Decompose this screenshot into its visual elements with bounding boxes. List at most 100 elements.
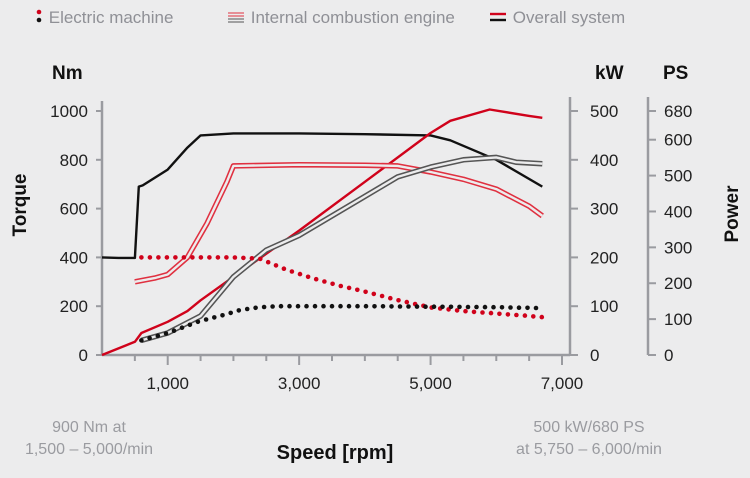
- note-line: 500 kW/680 PS: [533, 419, 645, 436]
- torque-tick-label: 1000: [50, 102, 88, 121]
- series-dot: [372, 304, 377, 309]
- series-dot: [265, 259, 271, 265]
- series-dot: [212, 315, 217, 320]
- series-dot: [312, 303, 318, 309]
- kw-tick-label: 500: [590, 102, 618, 121]
- series-dot: [533, 305, 539, 311]
- ps-tick-label: 500: [664, 167, 692, 186]
- series-dot: [147, 335, 152, 341]
- series-dot: [232, 255, 238, 260]
- series-dot: [471, 309, 477, 315]
- series-dot: [396, 298, 401, 303]
- series-dot: [261, 304, 267, 310]
- series-dot: [363, 289, 368, 295]
- series-dot: [304, 303, 309, 309]
- series-dot: [388, 295, 393, 301]
- series-dot: [531, 314, 536, 319]
- series-dot: [305, 274, 311, 280]
- series-dot: [203, 317, 209, 322]
- series-dot: [346, 285, 352, 291]
- series-dot: [454, 308, 460, 313]
- series-line-0: [101, 132, 543, 260]
- legend-label: Electric machine: [48, 8, 174, 27]
- series-dot: [406, 304, 411, 309]
- ps-tick-label: 600: [664, 131, 692, 150]
- series-dot: [499, 305, 505, 310]
- series-dot: [273, 263, 279, 268]
- note-line: 1,500 – 5,000/min: [24, 441, 154, 458]
- ps-tick-label: 200: [664, 274, 692, 293]
- series-dot: [179, 325, 185, 331]
- legend-double-line-icon: [228, 8, 246, 29]
- series-dot: [440, 304, 445, 310]
- series-dot: [355, 303, 360, 309]
- series-dot: [516, 305, 522, 311]
- torque-peak-note: 900 Nm at 1,500 – 5,000/min: [0, 417, 178, 461]
- series-dot: [207, 255, 212, 260]
- torque-tick-label: 600: [60, 200, 88, 219]
- x-tick-label: 3,000: [278, 374, 321, 393]
- series-dot: [215, 255, 221, 260]
- series-dot: [505, 312, 511, 317]
- series-dot: [139, 255, 144, 260]
- series-dot: [195, 319, 201, 325]
- series-dot: [270, 304, 275, 309]
- x-tick-label: 1,000: [146, 374, 189, 393]
- kw-tick-label: 0: [590, 346, 599, 365]
- series-dot: [278, 303, 284, 309]
- series-dot: [249, 255, 255, 261]
- series-dot: [258, 256, 263, 262]
- ps-tick-label: 400: [664, 202, 692, 221]
- series-dot: [139, 338, 144, 343]
- series-dot: [241, 255, 246, 261]
- series-dot: [539, 314, 545, 320]
- series-dot: [287, 303, 292, 309]
- series-dot: [236, 308, 242, 313]
- series-outer-2: [134, 161, 544, 285]
- series-inner-2: [134, 163, 544, 283]
- legend-label: Internal combustion engine: [250, 8, 455, 27]
- series-dot: [220, 313, 225, 318]
- series-dot: [482, 304, 488, 310]
- kw-unit-label: kW: [595, 63, 624, 84]
- series-dot: [431, 304, 437, 310]
- legend-dots-icon: [36, 8, 44, 29]
- note-line: 900 Nm at: [52, 419, 126, 436]
- series-dot: [514, 312, 519, 318]
- series-dot: [187, 322, 193, 328]
- series-dot: [164, 255, 170, 260]
- ps-unit-label: PS: [663, 63, 688, 84]
- x-axis-title: Speed [rpm]: [277, 442, 394, 464]
- kw-tick-label: 300: [590, 200, 618, 219]
- series-inner-3: [141, 156, 543, 342]
- ps-tick-label: 680: [664, 102, 692, 121]
- series-dot: [338, 303, 343, 309]
- kw-tick-label: 400: [590, 151, 618, 170]
- ps-tick-label: 300: [664, 238, 692, 257]
- ps-tick-label: 0: [664, 346, 673, 365]
- series-dot: [198, 255, 204, 260]
- series-dot: [423, 304, 428, 310]
- torque-tick-label: 400: [60, 248, 88, 267]
- legend-combustion: Internal combustion engine: [228, 8, 455, 29]
- series-dot: [465, 304, 471, 310]
- ps-tick-label: 100: [664, 310, 692, 329]
- series-dot: [289, 269, 295, 274]
- series-dot: [463, 308, 468, 314]
- series-dot: [295, 303, 301, 309]
- series-dot: [491, 304, 496, 310]
- series-dot: [313, 276, 319, 282]
- series-dot: [281, 266, 287, 272]
- series-dot: [244, 306, 250, 312]
- series-dot: [228, 310, 233, 316]
- x-tick-label: 7,000: [541, 374, 584, 393]
- series-dot: [181, 255, 187, 260]
- series-dot: [497, 311, 502, 317]
- series-dot: [474, 304, 479, 310]
- series-dot: [163, 331, 169, 336]
- series-line-1: [101, 108, 543, 357]
- legend-label: Overall system: [512, 8, 626, 27]
- kw-tick-label: 200: [590, 248, 618, 267]
- series-dot: [371, 291, 377, 297]
